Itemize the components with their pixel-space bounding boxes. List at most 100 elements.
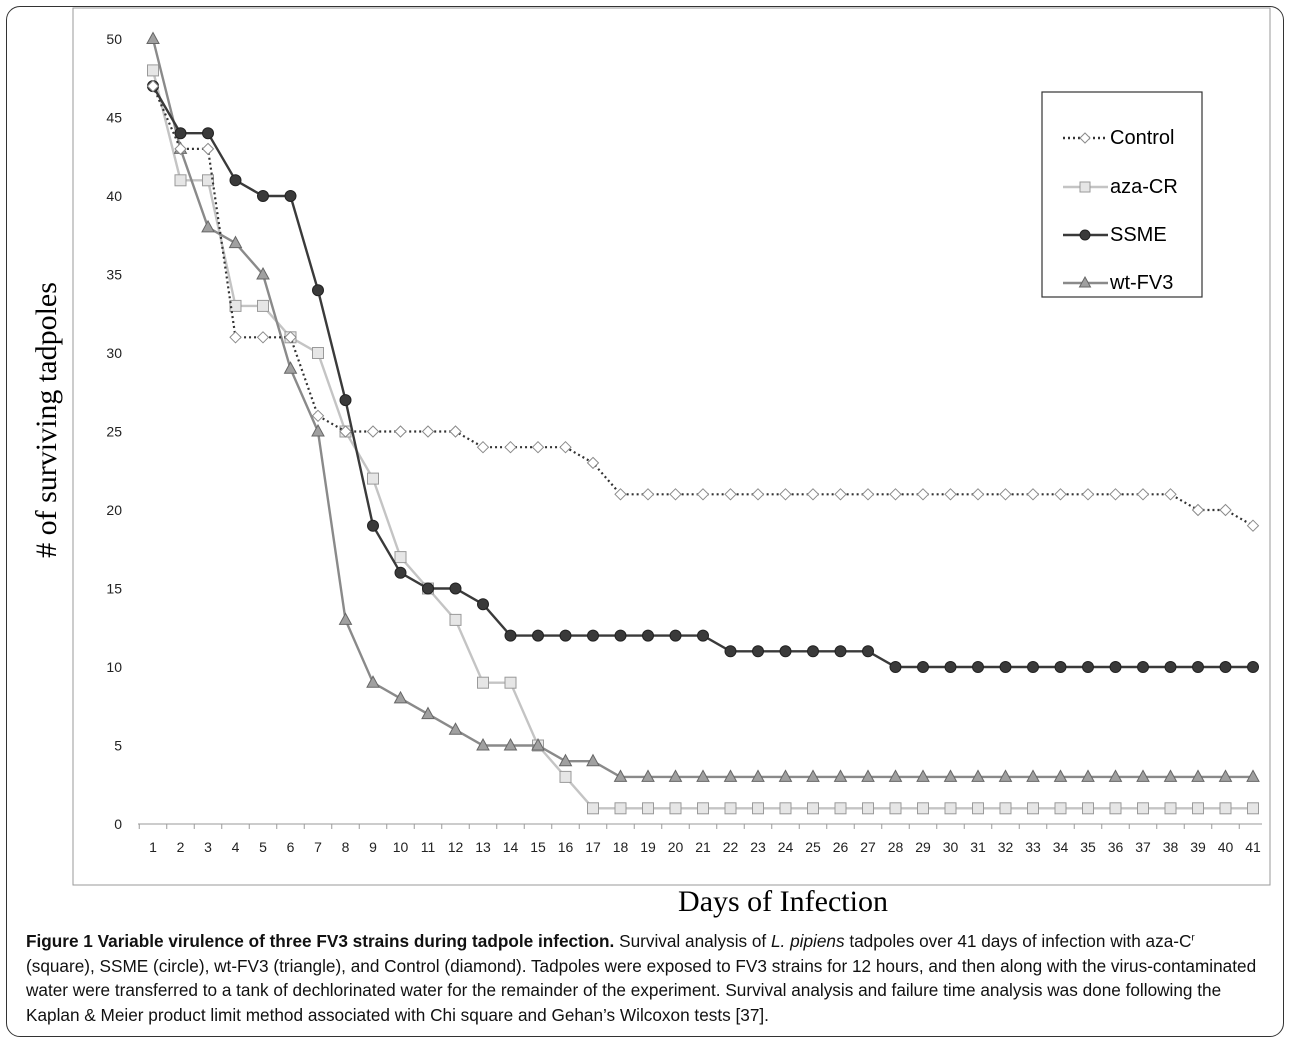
x-tick-label: 15 xyxy=(530,839,546,855)
data-point-triangle xyxy=(998,769,1013,782)
data-point-circle xyxy=(779,645,792,658)
legend-label: SSME xyxy=(1110,224,1167,246)
x-tick-label: 32 xyxy=(998,839,1014,855)
x-tick-label: 17 xyxy=(585,839,601,855)
data-point-diamond xyxy=(146,79,160,93)
data-point-square xyxy=(367,472,379,485)
data-point-diamond xyxy=(724,488,737,501)
data-point-triangle xyxy=(256,266,270,280)
data-point-square xyxy=(587,802,599,815)
data-point-diamond xyxy=(916,488,930,501)
data-point-triangle xyxy=(916,769,930,782)
x-tick-label: 10 xyxy=(393,839,409,855)
caption-species: L. pipiens xyxy=(771,931,845,951)
data-point-square xyxy=(202,174,214,187)
x-tick-label: 41 xyxy=(1245,839,1261,855)
data-point-diamond xyxy=(1081,488,1095,501)
data-point-circle xyxy=(504,629,517,642)
y-axis-label: # of surviving tadpoles xyxy=(30,282,63,558)
data-point-square xyxy=(917,802,929,815)
x-tick-label: 1 xyxy=(149,839,157,855)
data-point-triangle xyxy=(723,769,738,782)
data-point-circle xyxy=(807,645,819,658)
data-point-diamond xyxy=(971,488,985,501)
data-point-diamond xyxy=(641,488,655,501)
data-point-circle xyxy=(724,645,737,658)
data-point-circle xyxy=(1027,661,1039,673)
data-point-circle xyxy=(532,629,544,642)
y-tick-label: 30 xyxy=(106,345,122,361)
data-point-square xyxy=(999,802,1012,815)
data-point-triangle xyxy=(943,769,958,782)
data-point-square xyxy=(1164,802,1177,815)
x-tick-label: 6 xyxy=(287,839,295,855)
data-point-square xyxy=(1109,802,1122,815)
data-point-square xyxy=(697,802,709,815)
data-point-circle xyxy=(917,661,929,673)
data-point-diamond xyxy=(559,440,572,454)
data-point-diamond xyxy=(586,456,600,470)
data-point-circle xyxy=(202,127,214,140)
x-tick-label: 19 xyxy=(640,839,656,855)
caption-title: Figure 1 Variable virulence of three FV3… xyxy=(26,931,615,951)
legend-label: aza-CR xyxy=(1110,176,1178,198)
data-point-triangle xyxy=(201,219,215,233)
data-point-circle xyxy=(312,284,324,297)
data-point-circle xyxy=(174,127,187,140)
data-point-circle xyxy=(834,645,847,658)
x-tick-label: 5 xyxy=(259,839,267,855)
x-tick-label: 14 xyxy=(503,839,519,855)
data-point-triangle xyxy=(421,706,435,720)
data-point-triangle xyxy=(366,675,380,688)
data-point-circle xyxy=(559,629,572,642)
y-tick-label: 50 xyxy=(106,31,122,47)
legend-item-aza-cr: aza-CR xyxy=(1063,176,1178,198)
data-point-square xyxy=(312,347,324,359)
data-point-triangle xyxy=(503,737,518,751)
data-point-square xyxy=(1137,802,1149,815)
x-tick-label: 38 xyxy=(1163,839,1179,855)
x-tick-label: 33 xyxy=(1025,839,1041,855)
x-tick-label: 28 xyxy=(888,839,904,855)
x-tick-label: 30 xyxy=(943,839,959,855)
data-point-circle xyxy=(1079,229,1091,241)
data-point-triangle xyxy=(476,737,490,751)
data-point-circle xyxy=(1192,661,1204,673)
data-point-square xyxy=(614,802,627,815)
data-point-diamond xyxy=(1079,132,1091,144)
data-point-circle xyxy=(862,645,874,658)
data-point-circle xyxy=(394,566,407,579)
data-point-triangle xyxy=(586,753,600,767)
data-point-diamond xyxy=(889,488,902,501)
data-point-triangle xyxy=(228,235,243,249)
x-tick-label: 36 xyxy=(1108,839,1124,855)
data-point-diamond xyxy=(256,331,270,344)
data-point-diamond xyxy=(531,440,545,454)
data-point-triangle xyxy=(1136,769,1150,782)
data-point-circle xyxy=(642,629,654,642)
legend-item-wt-fv3: wt-FV3 xyxy=(1063,272,1173,294)
data-point-triangle xyxy=(888,769,903,782)
x-tick-label: 23 xyxy=(750,839,766,855)
data-point-triangle xyxy=(668,769,683,782)
data-point-diamond xyxy=(421,425,435,438)
data-point-diamond xyxy=(861,488,875,501)
data-point-diamond xyxy=(1191,503,1205,517)
x-tick-label: 3 xyxy=(204,839,212,855)
data-point-circle xyxy=(669,629,682,642)
data-point-square xyxy=(477,676,489,689)
data-point-square xyxy=(944,802,957,815)
legend-item-control: Control xyxy=(1063,127,1174,149)
data-point-square xyxy=(1082,802,1094,815)
data-point-triangle xyxy=(833,769,848,782)
figure-caption: Figure 1 Variable virulence of three FV3… xyxy=(26,929,1266,1027)
y-tick-label: 10 xyxy=(106,659,122,675)
data-point-triangle xyxy=(1191,769,1205,782)
data-point-square xyxy=(642,802,654,815)
data-point-circle xyxy=(944,661,957,673)
legend-item-ssme: SSME xyxy=(1063,224,1167,246)
data-point-circle xyxy=(1164,661,1177,673)
data-point-square xyxy=(669,802,682,815)
